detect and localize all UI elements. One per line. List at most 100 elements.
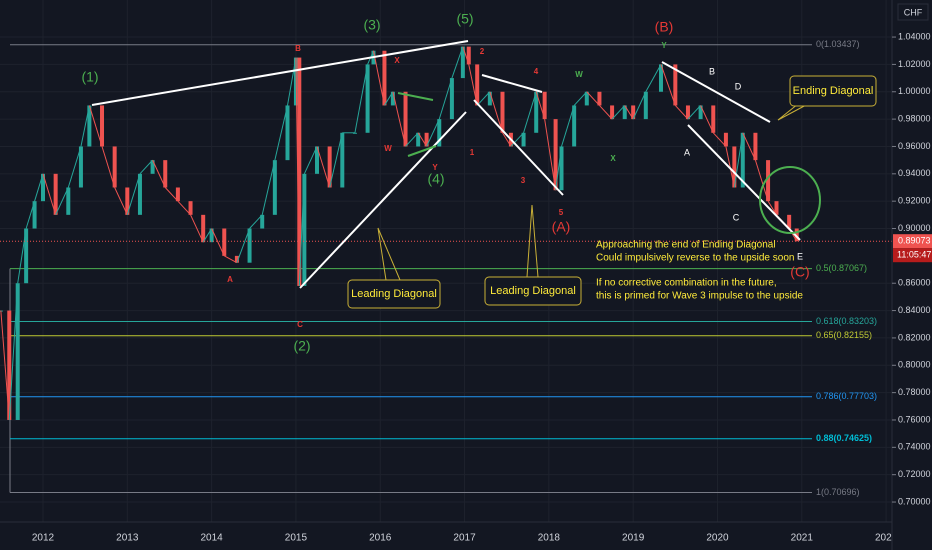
candle-link — [303, 146, 318, 175]
candle — [622, 105, 627, 120]
wave-label: W — [384, 144, 392, 153]
candle — [163, 160, 168, 188]
wave-label: C — [297, 320, 303, 329]
candle — [559, 146, 564, 191]
candle-link — [34, 173, 44, 202]
candle — [78, 146, 83, 188]
candle-link — [535, 91, 546, 120]
candle — [698, 105, 703, 120]
wave-label: X — [610, 154, 616, 163]
fib-label: 0.618(0.83203) — [816, 316, 877, 326]
candle — [66, 187, 71, 215]
wave-label: Y — [661, 41, 667, 50]
note-text: Approaching the end of Ending Diagonal — [596, 240, 776, 251]
candle-link — [152, 159, 166, 188]
highlight-circle — [759, 166, 821, 234]
candle-link — [660, 64, 676, 106]
fib-label: 0(1.03437) — [816, 39, 860, 49]
candle — [787, 214, 792, 229]
y-tick-label: 0.96000 — [898, 141, 931, 151]
candle-link — [298, 173, 305, 286]
candle — [424, 132, 429, 147]
wave-label: (4) — [427, 171, 444, 187]
candle-link — [561, 105, 575, 147]
candle-link — [274, 105, 288, 161]
wave-label: B — [295, 44, 301, 53]
candle — [553, 119, 558, 191]
candle — [315, 146, 320, 174]
candle-link — [101, 146, 116, 188]
candle — [188, 201, 193, 215]
candle — [610, 105, 615, 120]
candle-link — [329, 132, 343, 188]
y-tick-label: 0.82000 — [898, 332, 931, 342]
candle-link — [114, 187, 128, 216]
candle-link — [624, 105, 634, 120]
candle — [460, 46, 465, 79]
fib-label: 0.786(0.77703) — [816, 391, 877, 401]
candle-link — [42, 173, 57, 215]
candle-link — [126, 173, 141, 215]
candle-link — [523, 91, 537, 133]
note-text: Could impulsively reverse to the upside … — [596, 253, 794, 264]
last-price-label: 0.89073 — [898, 236, 931, 246]
wave-label: D — [735, 81, 742, 91]
candle — [209, 228, 214, 243]
candle — [87, 105, 92, 147]
wave-label: E — [797, 251, 803, 261]
x-tick-label: 2021 — [791, 533, 814, 544]
y-tick-label: 0.90000 — [898, 223, 931, 233]
fib-label: 0.5(0.87067) — [816, 263, 867, 273]
wave-label: Y — [432, 163, 438, 172]
wave-label: 2 — [480, 47, 485, 56]
candle — [732, 146, 737, 188]
candle — [711, 105, 716, 133]
candle-link — [67, 146, 82, 188]
y-tick-label: 0.94000 — [898, 168, 931, 178]
candle-link — [139, 159, 153, 175]
candle — [137, 173, 142, 215]
candle-link — [767, 200, 777, 216]
wave-label: (C) — [790, 264, 809, 280]
candle — [32, 201, 37, 229]
candle — [466, 46, 471, 65]
callout-text: Leading Diagonal — [490, 285, 576, 297]
trend-line — [661, 61, 771, 123]
x-tick-label: 2013 — [116, 533, 139, 544]
candle — [201, 214, 206, 243]
candle — [285, 105, 290, 161]
candle — [631, 105, 636, 120]
candle-link — [712, 132, 727, 147]
trend-line — [687, 124, 801, 241]
candle — [222, 228, 227, 256]
y-tick-label: 0.98000 — [898, 113, 931, 123]
y-tick-label: 0.92000 — [898, 196, 931, 206]
candle — [584, 91, 589, 106]
candle — [766, 160, 771, 202]
candle-link — [316, 146, 331, 188]
candle-link — [462, 46, 470, 65]
callout-box — [347, 279, 441, 309]
candle — [24, 228, 29, 284]
note-text: this is primed for Wave 3 impulse to the… — [596, 291, 803, 302]
candle — [150, 160, 155, 174]
candle-link — [236, 228, 251, 263]
last-price-badge — [893, 234, 932, 249]
candle-link — [599, 105, 613, 120]
candle — [403, 91, 408, 147]
candle-link — [417, 132, 428, 147]
candle-link — [586, 91, 600, 106]
candle-link — [555, 146, 563, 191]
candle — [723, 132, 728, 147]
candle — [658, 64, 663, 92]
currency-box — [897, 3, 929, 21]
candle-link — [611, 105, 626, 120]
x-tick-label: 2020 — [706, 533, 729, 544]
candle — [572, 105, 577, 147]
wave-label: W — [575, 70, 583, 79]
trend-line — [481, 74, 543, 93]
y-tick-label: 1.02000 — [898, 59, 931, 69]
wave-label: X — [394, 56, 400, 65]
pointer — [377, 227, 401, 281]
